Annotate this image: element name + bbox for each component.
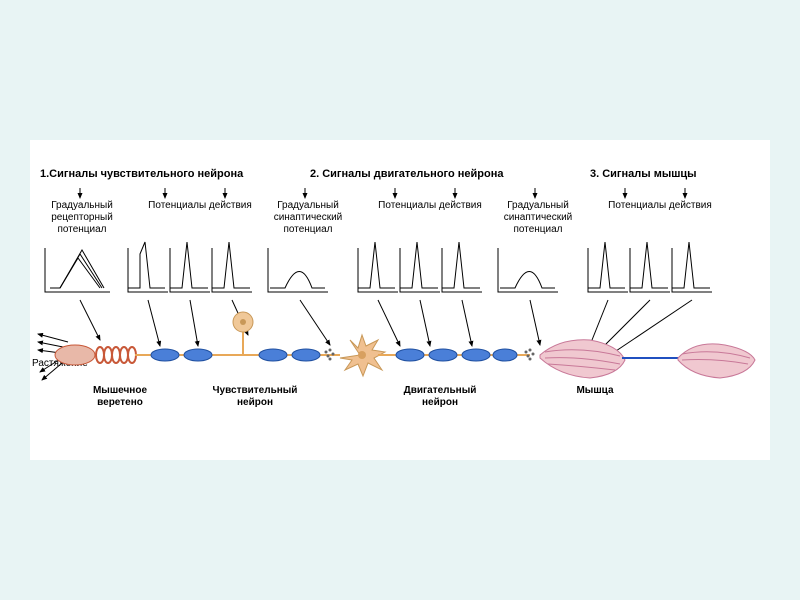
main-diagram bbox=[0, 0, 800, 600]
